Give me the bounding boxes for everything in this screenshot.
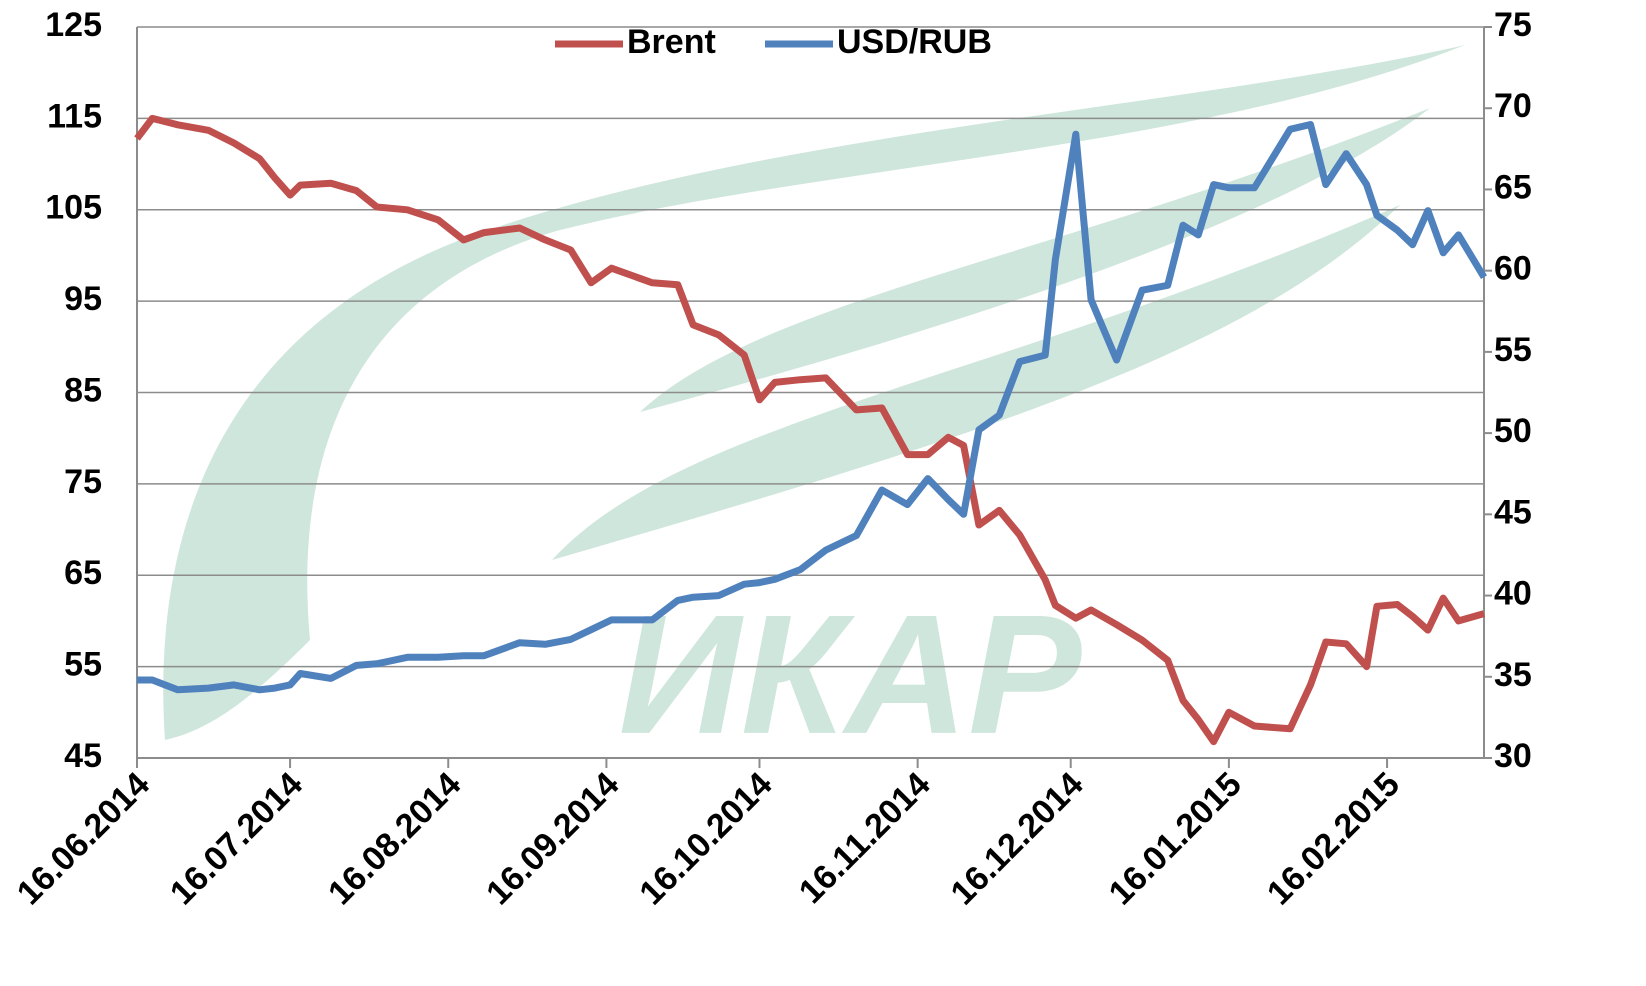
y2-tick-label: 65: [1494, 168, 1532, 206]
x-tick-label: 16.08.2014: [321, 765, 468, 912]
y2-tick-label: 60: [1494, 250, 1532, 288]
y2-tick-label: 30: [1494, 737, 1532, 775]
y2-tick-label: 45: [1494, 493, 1532, 531]
x-tick-label: 16.12.2014: [944, 765, 1091, 912]
y-tick-label: 55: [64, 646, 102, 684]
y-tick-label: 85: [64, 371, 102, 409]
y2-tick-label: 50: [1494, 412, 1532, 450]
y-tick-label: 65: [64, 554, 102, 592]
y2-tick-label: 75: [1494, 6, 1532, 44]
y2-tick-label: 35: [1494, 656, 1532, 694]
x-tick-label: 16.06.2014: [10, 765, 157, 912]
x-tick-label: 16.10.2014: [632, 765, 779, 912]
watermark-text: ИКАР: [619, 580, 1083, 770]
x-tick-label: 16.11.2014: [792, 765, 938, 911]
legend-label: Brent: [627, 23, 716, 61]
y-tick-label: 95: [64, 280, 102, 318]
legend-label: USD/RUB: [837, 23, 992, 61]
y-tick-label: 115: [47, 97, 102, 135]
y-tick-label: 105: [45, 189, 102, 227]
y-tick-label: 75: [64, 463, 102, 501]
y-tick-label: 45: [64, 737, 102, 775]
x-tick-label: 16.01.2015: [1102, 765, 1249, 912]
x-tick-label: 16.02.2015: [1260, 765, 1407, 912]
chart: ИКАР 45 55 65 75 85 95 105 115 125 30 35 40 45 50 55 60…: [0, 0, 1646, 986]
x-tick-label: 16.07.2014: [163, 765, 310, 912]
y2-tick-label: 55: [1494, 331, 1532, 369]
y-tick-label: 125: [45, 6, 102, 44]
y2-tick-label: 70: [1494, 87, 1532, 125]
y2-tick-label: 40: [1494, 575, 1532, 613]
x-tick-label: 16.09.2014: [479, 765, 626, 912]
